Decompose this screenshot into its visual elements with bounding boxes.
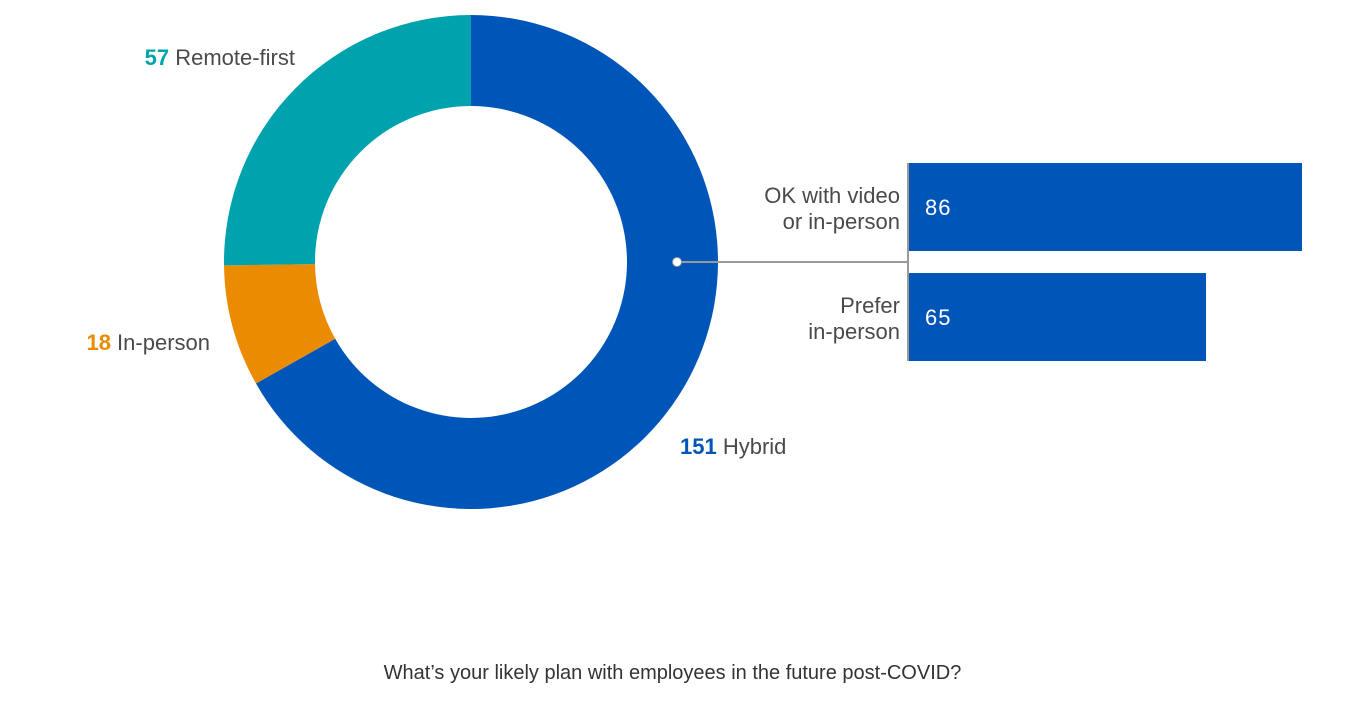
slice-name: Hybrid (717, 434, 787, 459)
donut-slice-hybrid (255, 15, 719, 509)
bar-0 (909, 163, 1302, 251)
slice-value: 151 (680, 434, 717, 459)
slice-value: 18 (86, 330, 110, 355)
bar-1 (909, 273, 1207, 361)
bar-category-line: OK with video (764, 183, 900, 208)
slice-value: 57 (145, 45, 169, 70)
bar-category-line: Prefer (840, 293, 900, 318)
slice-name: Remote-first (169, 45, 295, 70)
donut-slice-remote-first (224, 15, 471, 266)
slice-label-in-person: 18 In-person (86, 330, 210, 355)
slice-label-remote-first: 57 Remote-first (145, 45, 295, 70)
chart-caption: What’s your likely plan with employees i… (383, 662, 962, 684)
bar-value-0: 86 (925, 195, 951, 220)
connector-dot (672, 257, 682, 267)
slice-name: In-person (111, 330, 210, 355)
bar-category-1: Prefer in-person (808, 293, 900, 344)
donut-slice-in-person (224, 264, 336, 384)
bar-value-1: 65 (925, 305, 951, 330)
bar-category-line: in-person (808, 319, 900, 344)
bar-category-0: OK with video or in-person (764, 183, 900, 234)
slice-label-hybrid: 151 Hybrid (680, 434, 786, 459)
bar-category-line: or in-person (783, 209, 900, 234)
